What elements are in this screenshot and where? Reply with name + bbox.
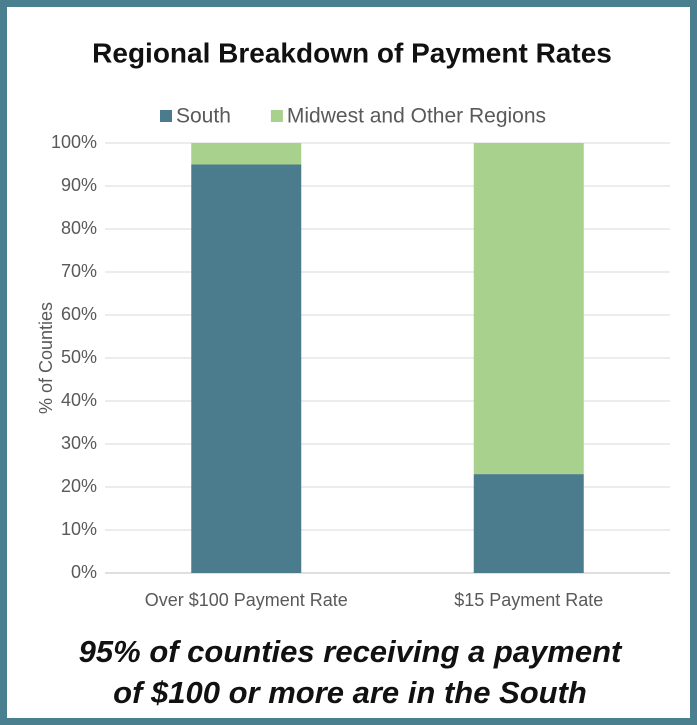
y-tick-label: 10%	[61, 519, 97, 539]
legend-swatch	[160, 110, 172, 122]
legend-label: South	[176, 105, 231, 128]
y-tick-label: 30%	[61, 433, 97, 453]
legend-swatch	[270, 110, 283, 122]
annotation: 95% of counties receiving a payment	[79, 634, 623, 669]
bar-segment	[473, 143, 584, 475]
y-axis-label: % of Counties	[36, 302, 56, 414]
y-tick-label: 70%	[61, 261, 97, 281]
bar-segment	[473, 474, 584, 573]
y-tick-label: 20%	[61, 476, 97, 496]
chart-title: Regional Breakdown of Payment Rates	[92, 37, 612, 68]
y-tick-label: 80%	[61, 218, 97, 238]
y-tick-label: 60%	[61, 304, 97, 324]
bar-segment	[191, 143, 302, 165]
y-tick-label: 40%	[61, 390, 97, 410]
x-tick-label: Over $100 Payment Rate	[145, 590, 348, 610]
y-tick-label: 0%	[71, 562, 97, 582]
y-tick-label: 90%	[61, 175, 97, 195]
legend-label: Midwest and Other Regions	[287, 105, 546, 128]
x-tick-label: $15 Payment Rate	[454, 590, 603, 610]
bar-segment	[191, 164, 302, 573]
y-tick-label: 50%	[61, 347, 97, 367]
y-tick-label: 100%	[51, 132, 97, 152]
annotation: of $100 or more are in the South	[113, 675, 587, 710]
